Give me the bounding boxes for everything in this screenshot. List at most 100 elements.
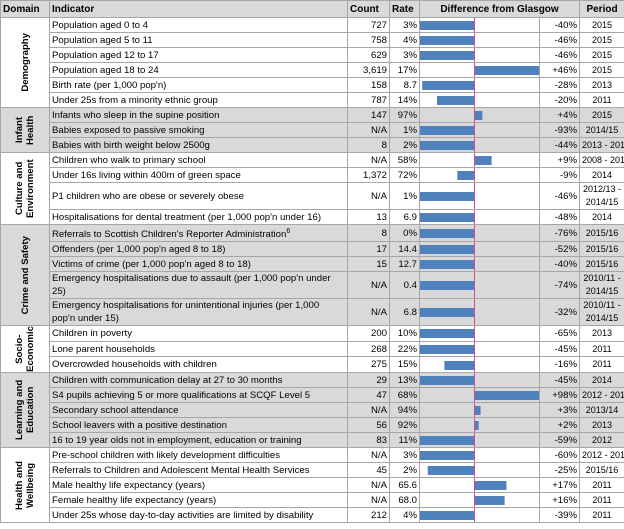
bar-plot (427, 466, 474, 476)
period-cell: 2014 (579, 209, 624, 225)
period-cell: 2015/16 (579, 256, 624, 273)
indicator-cell: Infants who sleep in the supine position (49, 107, 348, 123)
difference-bar (444, 360, 474, 370)
bar-plot (420, 376, 474, 386)
bar-plot (420, 36, 474, 45)
count-cell: 275 (347, 356, 390, 374)
bar-plot (475, 156, 492, 165)
count-cell: N/A (347, 182, 390, 210)
rate-cell: 68% (389, 387, 420, 404)
bar-plot (475, 406, 481, 416)
difference-bar (422, 81, 474, 90)
indicator-cell: Offenders (per 1,000 pop'n aged 8 to 18) (49, 241, 348, 258)
difference-bar (420, 511, 474, 521)
period-cell: 2015 (579, 47, 624, 63)
difference-label: -59% (538, 432, 581, 449)
table-row: Culture and Environment Children who walk… (0, 152, 624, 225)
indicator-label: Birth rate (per 1,000 pop'n) (52, 79, 167, 91)
bar-cell (419, 137, 540, 153)
bar-cell (419, 17, 540, 33)
domain-cell: Infant Health (0, 107, 50, 153)
domain-label: Socio-Economic (14, 326, 36, 373)
domain-cell: Socio-Economic (0, 325, 50, 374)
indicator-label: Population aged 18 to 24 (52, 64, 159, 76)
difference-label: -40% (538, 17, 581, 33)
table-row: Under 25s from a minority ethnic group 78… (1, 92, 624, 108)
period-cell: 2014 (579, 372, 624, 389)
table-row: Population aged 12 to 17 629 3% -46% 2015 (1, 47, 624, 63)
difference-bar (420, 36, 474, 45)
difference-bar (420, 126, 474, 135)
indicator-label: School leavers with a positive destinati… (52, 419, 227, 431)
difference-bar (420, 229, 474, 239)
bar-cell (419, 340, 540, 358)
period-cell: 2011 (579, 477, 624, 494)
indicator-label: Population aged 0 to 4 (52, 19, 149, 31)
count-cell: N/A (347, 477, 390, 494)
difference-label: -44% (538, 137, 581, 153)
indicator-cell: Population aged 18 to 24 (49, 62, 348, 78)
indicator-cell: Under 16s living within 400m of green sp… (49, 167, 348, 183)
bar-plot (420, 451, 474, 461)
domain-label: Demography (19, 33, 31, 92)
table-row: Victims of crime (per 1,000 pop'n aged 8… (1, 256, 624, 273)
indicator-cell: School leavers with a positive destinati… (49, 417, 348, 434)
domain-cell: Learning and Education (0, 372, 50, 449)
count-cell: 268 (347, 340, 390, 358)
indicator-label: Children with communication delay at 27 … (52, 374, 283, 386)
table-row: 16 to 19 year olds not in employment, ed… (1, 432, 624, 449)
period-cell: 2010/11 - 2014/15 (579, 271, 624, 300)
difference-label: +98% (538, 387, 581, 404)
period-cell: 2010/11 - 2014/15 (579, 298, 624, 327)
indicator-label: Pre-school children with likely developm… (52, 449, 281, 461)
period-cell: 2013 (579, 325, 624, 342)
period-cell: 2013 (579, 417, 624, 434)
bar-cell (419, 107, 540, 123)
difference-bar (420, 51, 474, 60)
table-row: Offenders (per 1,000 pop'n aged 8 to 18)… (1, 241, 624, 258)
count-cell: N/A (347, 447, 390, 464)
table-row: School leavers with a positive destinati… (1, 417, 624, 434)
bar-cell (419, 432, 540, 449)
table-row: Population aged 18 to 24 3,619 17% +46% 2015 (1, 62, 624, 78)
bar-cell (419, 241, 540, 258)
header-period: Period (579, 0, 624, 18)
indicator-label: S4 pupils achieving 5 or more qualificat… (52, 389, 311, 401)
table-row: Demography Population aged 0 to 4 727 3% -40… (0, 17, 624, 108)
table-row: Emergency hospitalisations due to assaul… (1, 271, 624, 300)
count-cell: N/A (347, 152, 390, 168)
period-cell: 2012 - 2014 (579, 447, 624, 464)
period-cell: 2012 (579, 432, 624, 449)
indicator-label: Referrals to Children and Adolescent Men… (52, 464, 310, 476)
bar-cell (419, 356, 540, 374)
bar-plot (420, 21, 474, 30)
bar-cell (419, 507, 540, 524)
table-row: Hospitalisations for dental treatment (p… (1, 209, 624, 225)
bar-cell (419, 417, 540, 434)
bar-cell (419, 447, 540, 464)
bar-plot (475, 66, 539, 75)
rate-cell: 72% (389, 167, 420, 183)
count-cell: 13 (347, 209, 390, 225)
difference-bar (475, 496, 505, 506)
difference-label: -74% (538, 271, 581, 300)
indicator-cell: Emergency hospitalisations for unintenti… (49, 298, 348, 327)
indicator-label: Secondary school attendance (52, 404, 179, 416)
indicator-cell: Pre-school children with likely developm… (49, 447, 348, 464)
table-row: Referrals to Children and Adolescent Men… (1, 462, 624, 479)
bar-plot (420, 51, 474, 60)
difference-bar (475, 391, 539, 401)
rate-cell: 6.9 (389, 209, 420, 225)
bar-plot (420, 192, 474, 201)
indicator-cell: Under 25s whose day-to-day activities ar… (49, 507, 348, 524)
difference-bar (420, 436, 474, 446)
rate-cell: 94% (389, 402, 420, 419)
bar-plot (475, 111, 483, 120)
indicator-cell: P1 children who are obese or severely ob… (49, 182, 348, 210)
difference-label: -28% (538, 77, 581, 93)
bar-plot (475, 391, 539, 401)
indicator-cell: Male healthy life expectancy (years) (49, 477, 348, 494)
bar-cell (419, 223, 540, 243)
table-row: Learning and Education Children with comm… (0, 372, 624, 449)
difference-label: -25% (538, 462, 581, 479)
